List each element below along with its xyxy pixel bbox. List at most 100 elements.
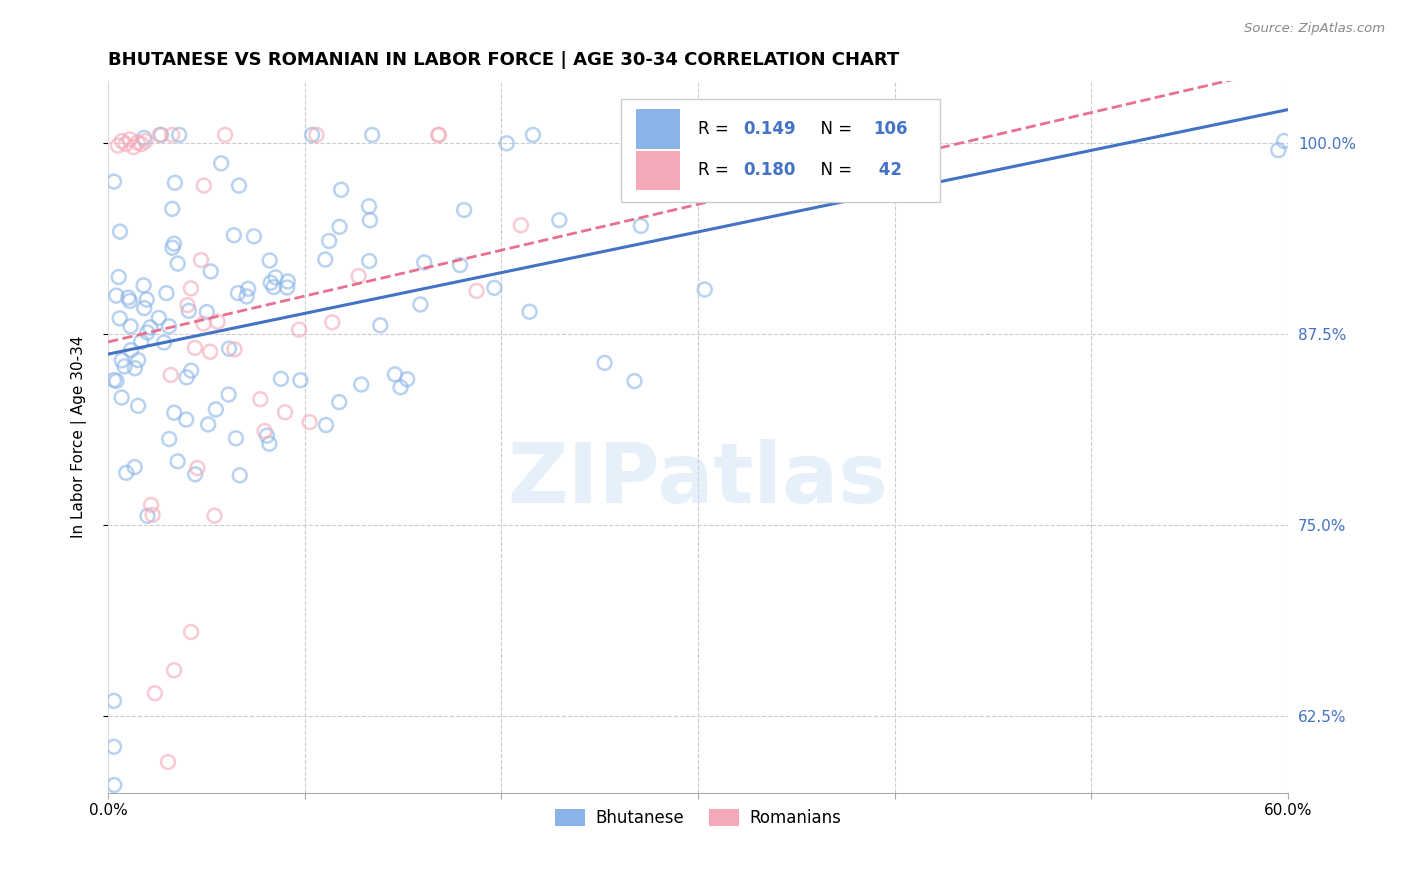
Point (180, 281, 202, 295)
Point (176, 370, 198, 384)
Point (495, 136, 517, 151)
Point (134, 301, 156, 315)
Point (111, 134, 134, 148)
Point (136, 326, 159, 340)
Point (114, 359, 136, 374)
Point (693, 283, 716, 297)
Text: 42: 42 (873, 161, 901, 179)
Point (1272, 134, 1295, 148)
Point (228, 178, 250, 193)
Point (264, 270, 287, 285)
Point (214, 128, 236, 142)
Point (235, 289, 257, 303)
Point (150, 128, 173, 142)
Point (135, 293, 157, 307)
Point (131, 137, 153, 152)
Point (141, 508, 163, 522)
Point (107, 270, 129, 285)
Point (174, 412, 197, 426)
Point (274, 405, 297, 419)
Point (453, 202, 475, 217)
Point (225, 431, 247, 445)
Point (290, 373, 312, 387)
Point (184, 341, 207, 355)
Point (180, 363, 202, 377)
Bar (636, 110, 681, 149)
Point (163, 406, 186, 420)
Point (157, 432, 180, 446)
Point (321, 315, 343, 329)
Point (623, 156, 645, 170)
Point (361, 128, 384, 142)
Text: 106: 106 (873, 120, 907, 138)
Point (359, 213, 381, 227)
Point (197, 417, 219, 432)
Point (120, 319, 142, 334)
Point (315, 417, 337, 432)
Point (124, 361, 146, 376)
Point (328, 395, 350, 409)
Point (193, 178, 215, 193)
Point (389, 380, 412, 394)
Point (519, 305, 541, 319)
Point (157, 319, 180, 334)
Point (427, 128, 450, 142)
Point (314, 252, 336, 267)
Point (195, 305, 218, 319)
Point (124, 460, 146, 475)
Point (256, 428, 278, 442)
Point (193, 317, 215, 331)
Point (449, 258, 471, 272)
Point (368, 318, 391, 333)
Point (163, 236, 186, 251)
Point (1267, 143, 1289, 157)
Point (127, 136, 149, 150)
Point (114, 137, 136, 152)
Text: 0.149: 0.149 (742, 120, 796, 138)
Point (260, 276, 283, 290)
Point (160, 128, 183, 142)
Point (127, 353, 149, 368)
Point (103, 694, 125, 708)
Text: BHUTANESE VS ROMANIAN IN LABOR FORCE | AGE 30-34 CORRELATION CHART: BHUTANESE VS ROMANIAN IN LABOR FORCE | A… (108, 51, 900, 69)
Point (359, 254, 381, 268)
Point (218, 387, 240, 401)
Point (134, 134, 156, 148)
Point (522, 128, 544, 142)
Point (305, 128, 328, 142)
Point (176, 298, 198, 312)
Point (427, 128, 450, 142)
FancyBboxPatch shape (621, 99, 941, 202)
Point (111, 353, 134, 368)
Point (484, 281, 506, 295)
Point (190, 253, 212, 268)
Point (270, 372, 292, 386)
Point (163, 663, 186, 677)
Point (186, 461, 208, 475)
Point (384, 368, 406, 382)
Text: R =: R = (699, 161, 734, 179)
Point (153, 335, 176, 350)
Point (623, 374, 645, 388)
Point (159, 368, 181, 382)
Point (259, 253, 281, 268)
Point (465, 284, 488, 298)
Point (218, 342, 240, 356)
Point (318, 234, 340, 248)
Point (253, 424, 276, 438)
Point (409, 297, 432, 311)
Point (122, 140, 145, 154)
Point (115, 466, 138, 480)
Point (205, 402, 228, 417)
Point (105, 374, 128, 388)
Point (259, 436, 281, 450)
Bar (636, 151, 681, 190)
Point (207, 315, 229, 329)
Point (330, 183, 353, 197)
Point (107, 138, 129, 153)
Point (155, 286, 177, 301)
Legend: Bhutanese, Romanians: Bhutanese, Romanians (548, 803, 848, 834)
Point (162, 202, 184, 216)
Point (117, 291, 139, 305)
Point (103, 739, 125, 754)
